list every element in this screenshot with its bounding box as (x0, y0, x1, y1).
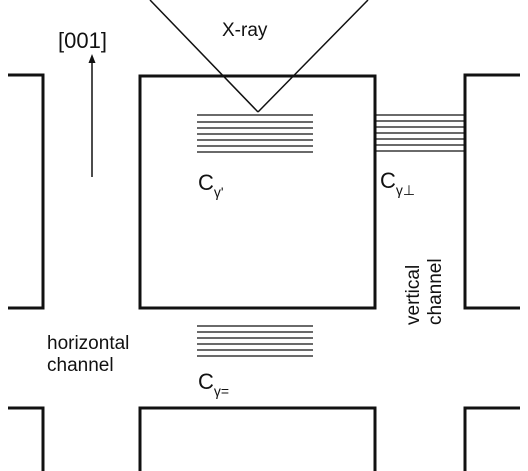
vertical-channel-line1: vertical (403, 265, 424, 325)
direction-arrow (88, 54, 96, 177)
c-gamma-perp-label: Cγ⊥ (380, 168, 415, 198)
xray-incident-beam (149, 0, 259, 113)
horizontal-channel-line2: channel (47, 355, 114, 376)
direction-label: [001] (58, 28, 107, 53)
c-gamma-eq-label: Cγ= (198, 369, 229, 399)
central-block (138, 74, 377, 310)
c-gamma-prime-base: C (198, 170, 214, 195)
c-gamma-eq-sub: γ= (214, 383, 229, 399)
xray-diffracted-beam (257, 0, 369, 113)
vertical-channel-line2: channel (425, 258, 446, 325)
right-lower-block (463, 406, 520, 471)
xray-beams (149, 0, 369, 113)
precipitate-frames (8, 73, 520, 471)
c-gamma-prime-label: Cγ' (198, 170, 224, 200)
right-upper-block (463, 73, 520, 310)
plane-stack-gamma-perp (375, 114, 465, 152)
left-lower-block (8, 406, 45, 471)
c-gamma-prime-sub: γ' (214, 184, 224, 200)
plane-stack-gamma-prime (197, 114, 313, 153)
vertical-channel-label: vertical channel (403, 258, 446, 325)
xray-label: X-ray (222, 20, 268, 41)
c-gamma-eq-base: C (198, 369, 214, 394)
direction-arrow-head (88, 54, 96, 63)
c-gamma-perp-base: C (380, 168, 396, 193)
c-gamma-perp-sub: γ⊥ (396, 182, 415, 198)
horizontal-channel-label: horizontal channel (47, 333, 135, 376)
plane-stack-gamma-eq (197, 325, 313, 357)
left-upper-block (8, 73, 45, 310)
central-lower-block (138, 406, 377, 471)
horizontal-channel-line1: horizontal (47, 333, 129, 354)
